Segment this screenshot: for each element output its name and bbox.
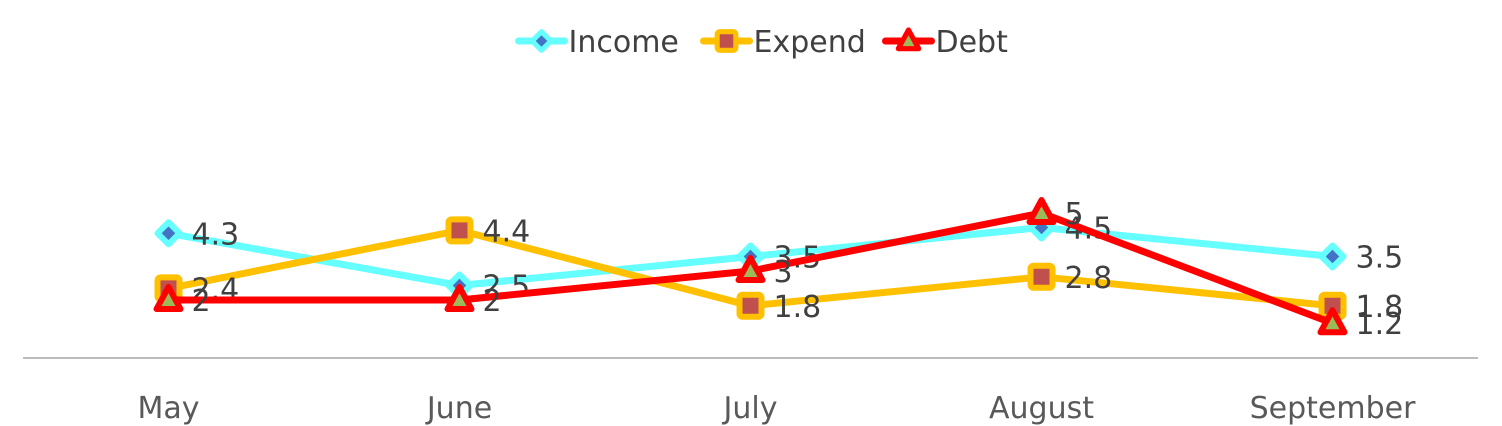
data-point-income-may — [154, 219, 183, 248]
data-point-debt-september — [1317, 307, 1348, 336]
data-label-expend-september: 1.8 — [1356, 290, 1404, 325]
legend-label-expend: Expend — [754, 25, 866, 60]
data-point-debt-may — [153, 284, 184, 312]
data-label-debt-september: 1.2 — [1356, 307, 1404, 342]
data-label-income-may: 4.3 — [192, 217, 240, 252]
x-tick-label-august: August — [989, 391, 1094, 426]
data-label-debt-july: 3 — [774, 255, 793, 290]
data-label-debt-august: 5 — [1065, 197, 1084, 232]
x-tick-label-july: July — [722, 391, 778, 426]
data-point-expend-june — [445, 216, 474, 245]
x-tick-label-september: September — [1250, 391, 1416, 426]
legend-item-income: Income — [515, 25, 679, 60]
data-point-expend-july — [736, 291, 765, 320]
x-axis-ticks: May June July August September — [137, 391, 1416, 426]
series-debt: 2 2 3 5 1.2 — [153, 197, 1404, 342]
legend-label-income: Income — [569, 25, 679, 60]
data-label-debt-june: 2 — [483, 284, 502, 319]
legend: Income Expend Debt — [515, 25, 1009, 60]
data-point-debt-july — [735, 255, 766, 283]
legend-marker-expend — [714, 29, 739, 53]
legend-item-expend: Expend — [700, 25, 866, 60]
data-label-expend-august: 2.8 — [1065, 261, 1113, 296]
x-tick-label-june: June — [425, 391, 492, 426]
data-point-debt-august — [1026, 197, 1057, 225]
data-point-debt-june — [444, 284, 475, 312]
data-point-income-september — [1318, 242, 1347, 271]
data-label-income-september: 3.5 — [1356, 241, 1404, 276]
legend-marker-debt — [895, 27, 922, 52]
legend-item-debt: Debt — [882, 25, 1009, 60]
data-label-expend-june: 4.4 — [483, 214, 531, 249]
data-point-expend-august — [1027, 262, 1056, 291]
x-tick-label-may: May — [137, 391, 199, 426]
data-label-debt-may: 2 — [192, 284, 211, 319]
legend-label-debt: Debt — [936, 25, 1009, 60]
legend-marker-income — [529, 29, 554, 53]
data-label-expend-july: 1.8 — [774, 290, 822, 325]
